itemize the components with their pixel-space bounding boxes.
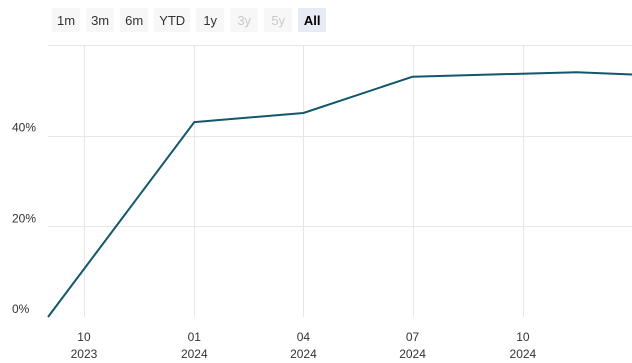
range-button-all[interactable]: All <box>298 8 327 32</box>
x-tick-label: 07 <box>406 330 420 344</box>
x-tick-label: 10 <box>77 330 91 344</box>
range-button-3y: 3y <box>230 8 259 32</box>
y-tick-label: 40% <box>12 121 36 135</box>
x-tick-label: 10 <box>516 330 530 344</box>
range-selector: 1m 3m 6m YTD 1y 3y 5y All <box>52 8 327 32</box>
series <box>47 71 632 318</box>
x-tick-year: 2024 <box>399 347 426 361</box>
range-button-6m[interactable]: 6m <box>120 8 149 32</box>
y-axis-labels: 0% 20% 40% <box>12 121 36 316</box>
series-line <box>47 71 632 318</box>
range-button-ytd[interactable]: YTD <box>154 8 191 32</box>
range-button-5y: 5y <box>264 8 293 32</box>
y-tick-label: 0% <box>12 302 30 316</box>
x-axis-labels: 10 2023 01 2024 04 2024 07 2024 10 2024 <box>71 330 537 361</box>
x-tick-label: 04 <box>297 330 311 344</box>
range-button-3m[interactable]: 3m <box>86 8 115 32</box>
grid <box>48 45 632 317</box>
range-button-1m[interactable]: 1m <box>52 8 81 32</box>
y-tick-label: 20% <box>12 211 36 225</box>
x-tick-year: 2024 <box>510 347 537 361</box>
x-tick-label: 01 <box>188 330 202 344</box>
x-tick-year: 2024 <box>181 347 208 361</box>
x-tick-year: 2023 <box>71 347 98 361</box>
range-button-1y[interactable]: 1y <box>196 8 225 32</box>
x-tick-year: 2024 <box>290 347 317 361</box>
